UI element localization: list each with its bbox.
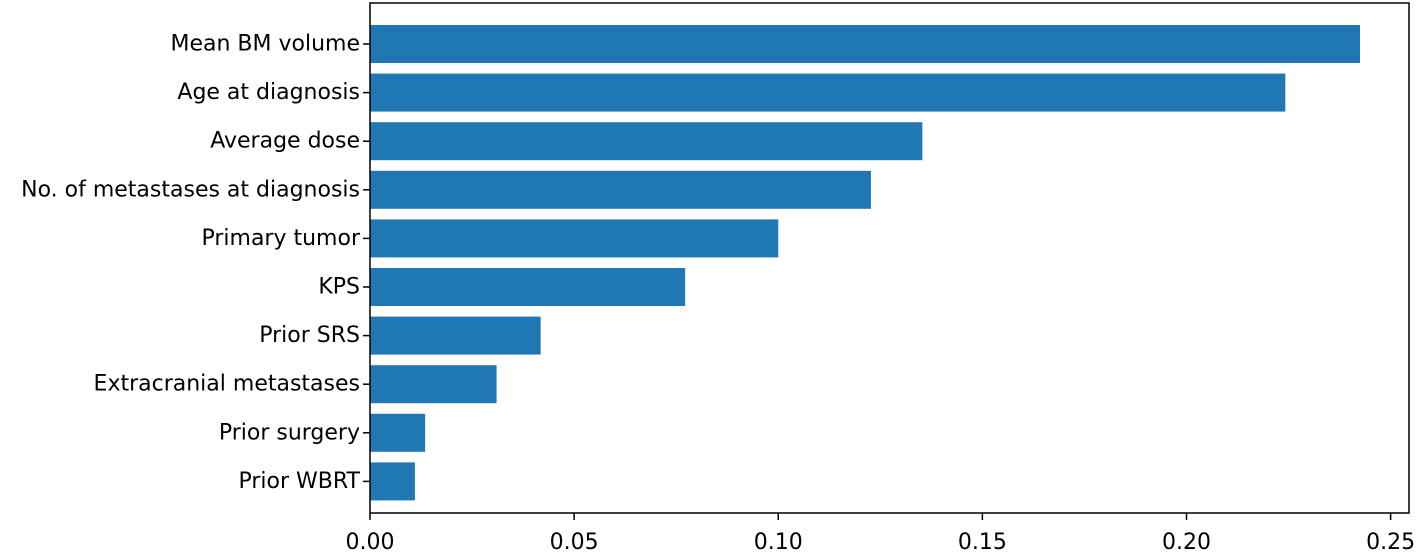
category-label-1: Age at diagnosis [177, 80, 360, 105]
bar-0 [370, 25, 1361, 63]
bar-8 [370, 413, 426, 452]
bar-1 [370, 73, 1286, 112]
bar-9 [370, 462, 415, 501]
category-labels: Mean BM volume Age at diagnosis Average do… [21, 32, 370, 494]
category-label-3: No. of metastases at diagnosis [21, 177, 360, 202]
category-label-9: Prior WBRT [238, 469, 360, 494]
bars-layer [370, 25, 1361, 501]
plot-frame [369, 2, 1410, 514]
x-tick-label-5: 0.25 [1366, 530, 1415, 554]
category-label-0: Mean BM volume [170, 32, 360, 57]
bar-3 [370, 170, 871, 209]
category-label-2: Average dose [210, 129, 360, 154]
bar-7 [370, 365, 497, 404]
x-axis-ticks: 0.00 0.05 0.10 0.15 0.20 0.25 [346, 513, 1415, 555]
category-label-7: Extracranial metastases [94, 372, 360, 397]
category-label-6: Prior SRS [259, 323, 360, 348]
x-tick-label-2: 0.10 [754, 530, 803, 554]
x-tick-label-3: 0.15 [958, 530, 1007, 554]
category-label-4: Primary tumor [201, 226, 360, 251]
bar-6 [370, 316, 541, 355]
bar-4 [370, 219, 779, 258]
x-tick-label-4: 0.20 [1162, 530, 1211, 554]
bar-2 [370, 122, 923, 161]
category-label-5: KPS [318, 275, 360, 300]
category-label-8: Prior surgery [219, 420, 360, 445]
x-tick-label-0: 0.00 [346, 530, 395, 554]
x-tick-label-1: 0.05 [550, 530, 599, 554]
bar-5 [370, 268, 686, 306]
